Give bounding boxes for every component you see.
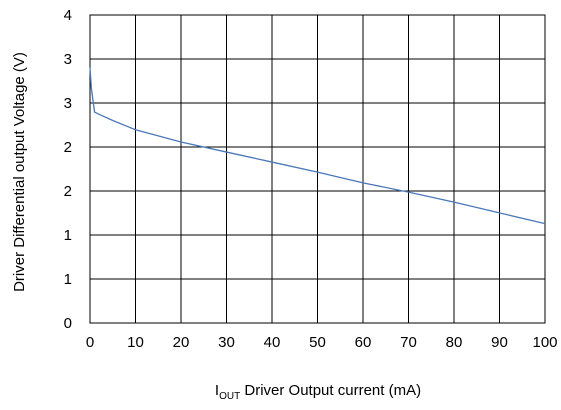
- x-tick-label: 0: [86, 334, 94, 351]
- y-tick-label: 4: [64, 7, 72, 24]
- x-tick-labels: 0 10 20 30 40 50 60 70 80 90 100: [86, 334, 558, 351]
- y-axis-label: Driver Differential output Voltage (V): [11, 52, 28, 292]
- x-tick-label: 90: [491, 334, 508, 351]
- series-line: [89, 67, 546, 225]
- x-axis-label-prefix: I: [215, 382, 219, 399]
- x-tick-label: 20: [173, 334, 190, 351]
- x-tick-label: 50: [309, 334, 326, 351]
- x-axis-label-rest: Driver Output current (mA): [240, 382, 421, 399]
- x-tick-label: 100: [532, 334, 557, 351]
- y-tick-label: 3: [64, 51, 72, 68]
- x-tick-label: 80: [446, 334, 463, 351]
- series-layer: [89, 67, 546, 225]
- y-tick-label: 3: [64, 95, 72, 112]
- x-tick-label: 60: [355, 334, 372, 351]
- y-tick-label: 2: [64, 183, 72, 200]
- x-axis-label-subscript: OUT: [219, 391, 240, 402]
- x-tick-label: 40: [264, 334, 281, 351]
- y-tick-labels: 0 1 1 2 2 3 3 4: [64, 7, 72, 332]
- x-axis-label: IOUT Driver Output current (mA): [215, 382, 421, 402]
- x-tick-label: 30: [218, 334, 235, 351]
- y-tick-label: 1: [64, 271, 72, 288]
- y-tick-label: 1: [64, 227, 72, 244]
- grid: [89, 14, 546, 324]
- y-tick-label: 0: [64, 315, 72, 332]
- x-tick-label: 70: [400, 334, 417, 351]
- plot-frame: [89, 14, 546, 324]
- y-tick-label: 2: [64, 139, 72, 156]
- x-tick-label: 10: [127, 334, 144, 351]
